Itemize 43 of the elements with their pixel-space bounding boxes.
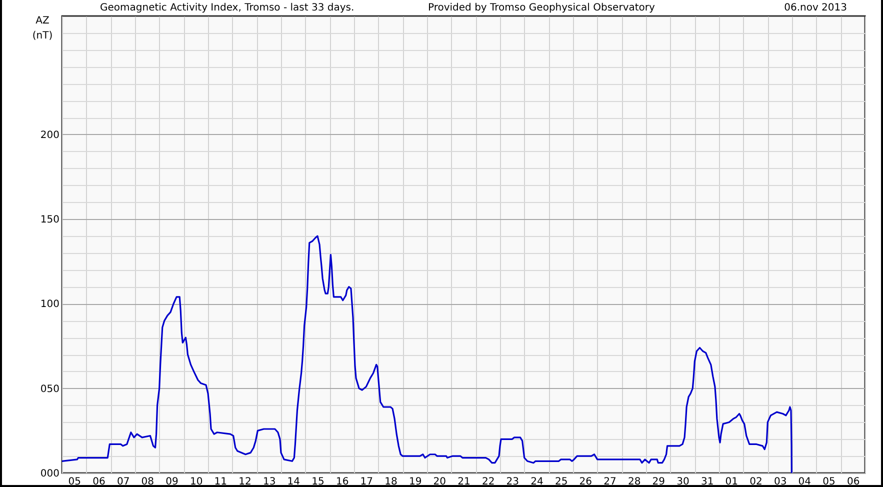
x-tick-label: 12 bbox=[238, 476, 252, 487]
x-tick-label: 05 bbox=[822, 476, 836, 487]
x-tick-label: 09 bbox=[166, 476, 178, 487]
x-tick-label: 30 bbox=[676, 476, 690, 487]
x-tick-label: 16 bbox=[336, 476, 349, 487]
x-tick-label: 17 bbox=[360, 476, 374, 487]
y-axis-title: AZ (nT) bbox=[32, 16, 53, 42]
text: 06.nov 2013 bbox=[784, 2, 847, 14]
x-tick-label: 06 bbox=[92, 476, 106, 487]
x-tick-label: 10 bbox=[190, 476, 203, 487]
x-tick-label: 31 bbox=[700, 476, 714, 487]
x-tick-label: 02 bbox=[750, 476, 762, 487]
x-tick-label: 20 bbox=[433, 476, 446, 487]
x-tick-label: 19 bbox=[408, 476, 422, 487]
y-tick-label: 100 bbox=[40, 299, 60, 310]
x-tick-label: 07 bbox=[116, 476, 130, 487]
y-tick-label: 200 bbox=[40, 130, 60, 141]
x-tick-label: 24 bbox=[530, 476, 544, 487]
x-tick-label: 29 bbox=[652, 476, 666, 487]
x-tick-label: 14 bbox=[287, 476, 300, 487]
x-tick-label: 08 bbox=[141, 476, 154, 487]
x-tick-label: 22 bbox=[482, 476, 495, 487]
x-tick-label: 01 bbox=[725, 476, 738, 487]
line-series bbox=[62, 235, 792, 473]
x-tick-label: 13 bbox=[262, 476, 276, 487]
x-tick-label: 04 bbox=[798, 476, 812, 487]
x-tick-label: 18 bbox=[384, 476, 398, 487]
x-tick-label: 28 bbox=[628, 476, 641, 487]
x-tick-label: 11 bbox=[214, 476, 228, 487]
x-tick-label: 15 bbox=[312, 476, 324, 487]
x-tick-label: 03 bbox=[774, 476, 787, 487]
x-tick-label: 05 bbox=[68, 476, 82, 487]
y-tick-label: 150 bbox=[40, 214, 60, 226]
x-tick-label: 06 bbox=[846, 476, 860, 487]
text: Provided by Tromso Geophysical Observatory bbox=[428, 2, 656, 14]
x-tick-label: 25 bbox=[554, 476, 568, 487]
y-tick-label: 000 bbox=[40, 468, 60, 480]
x-tick-label: 21 bbox=[458, 476, 470, 487]
x-tick-label: 26 bbox=[579, 476, 592, 487]
x-tick-label: 23 bbox=[506, 476, 520, 487]
chart-title: Geomagnetic Activity Index, Tromso - last 33 days. bbox=[100, 2, 354, 14]
y-tick-label: 050 bbox=[40, 384, 60, 395]
x-tick-label: 27 bbox=[604, 476, 616, 487]
